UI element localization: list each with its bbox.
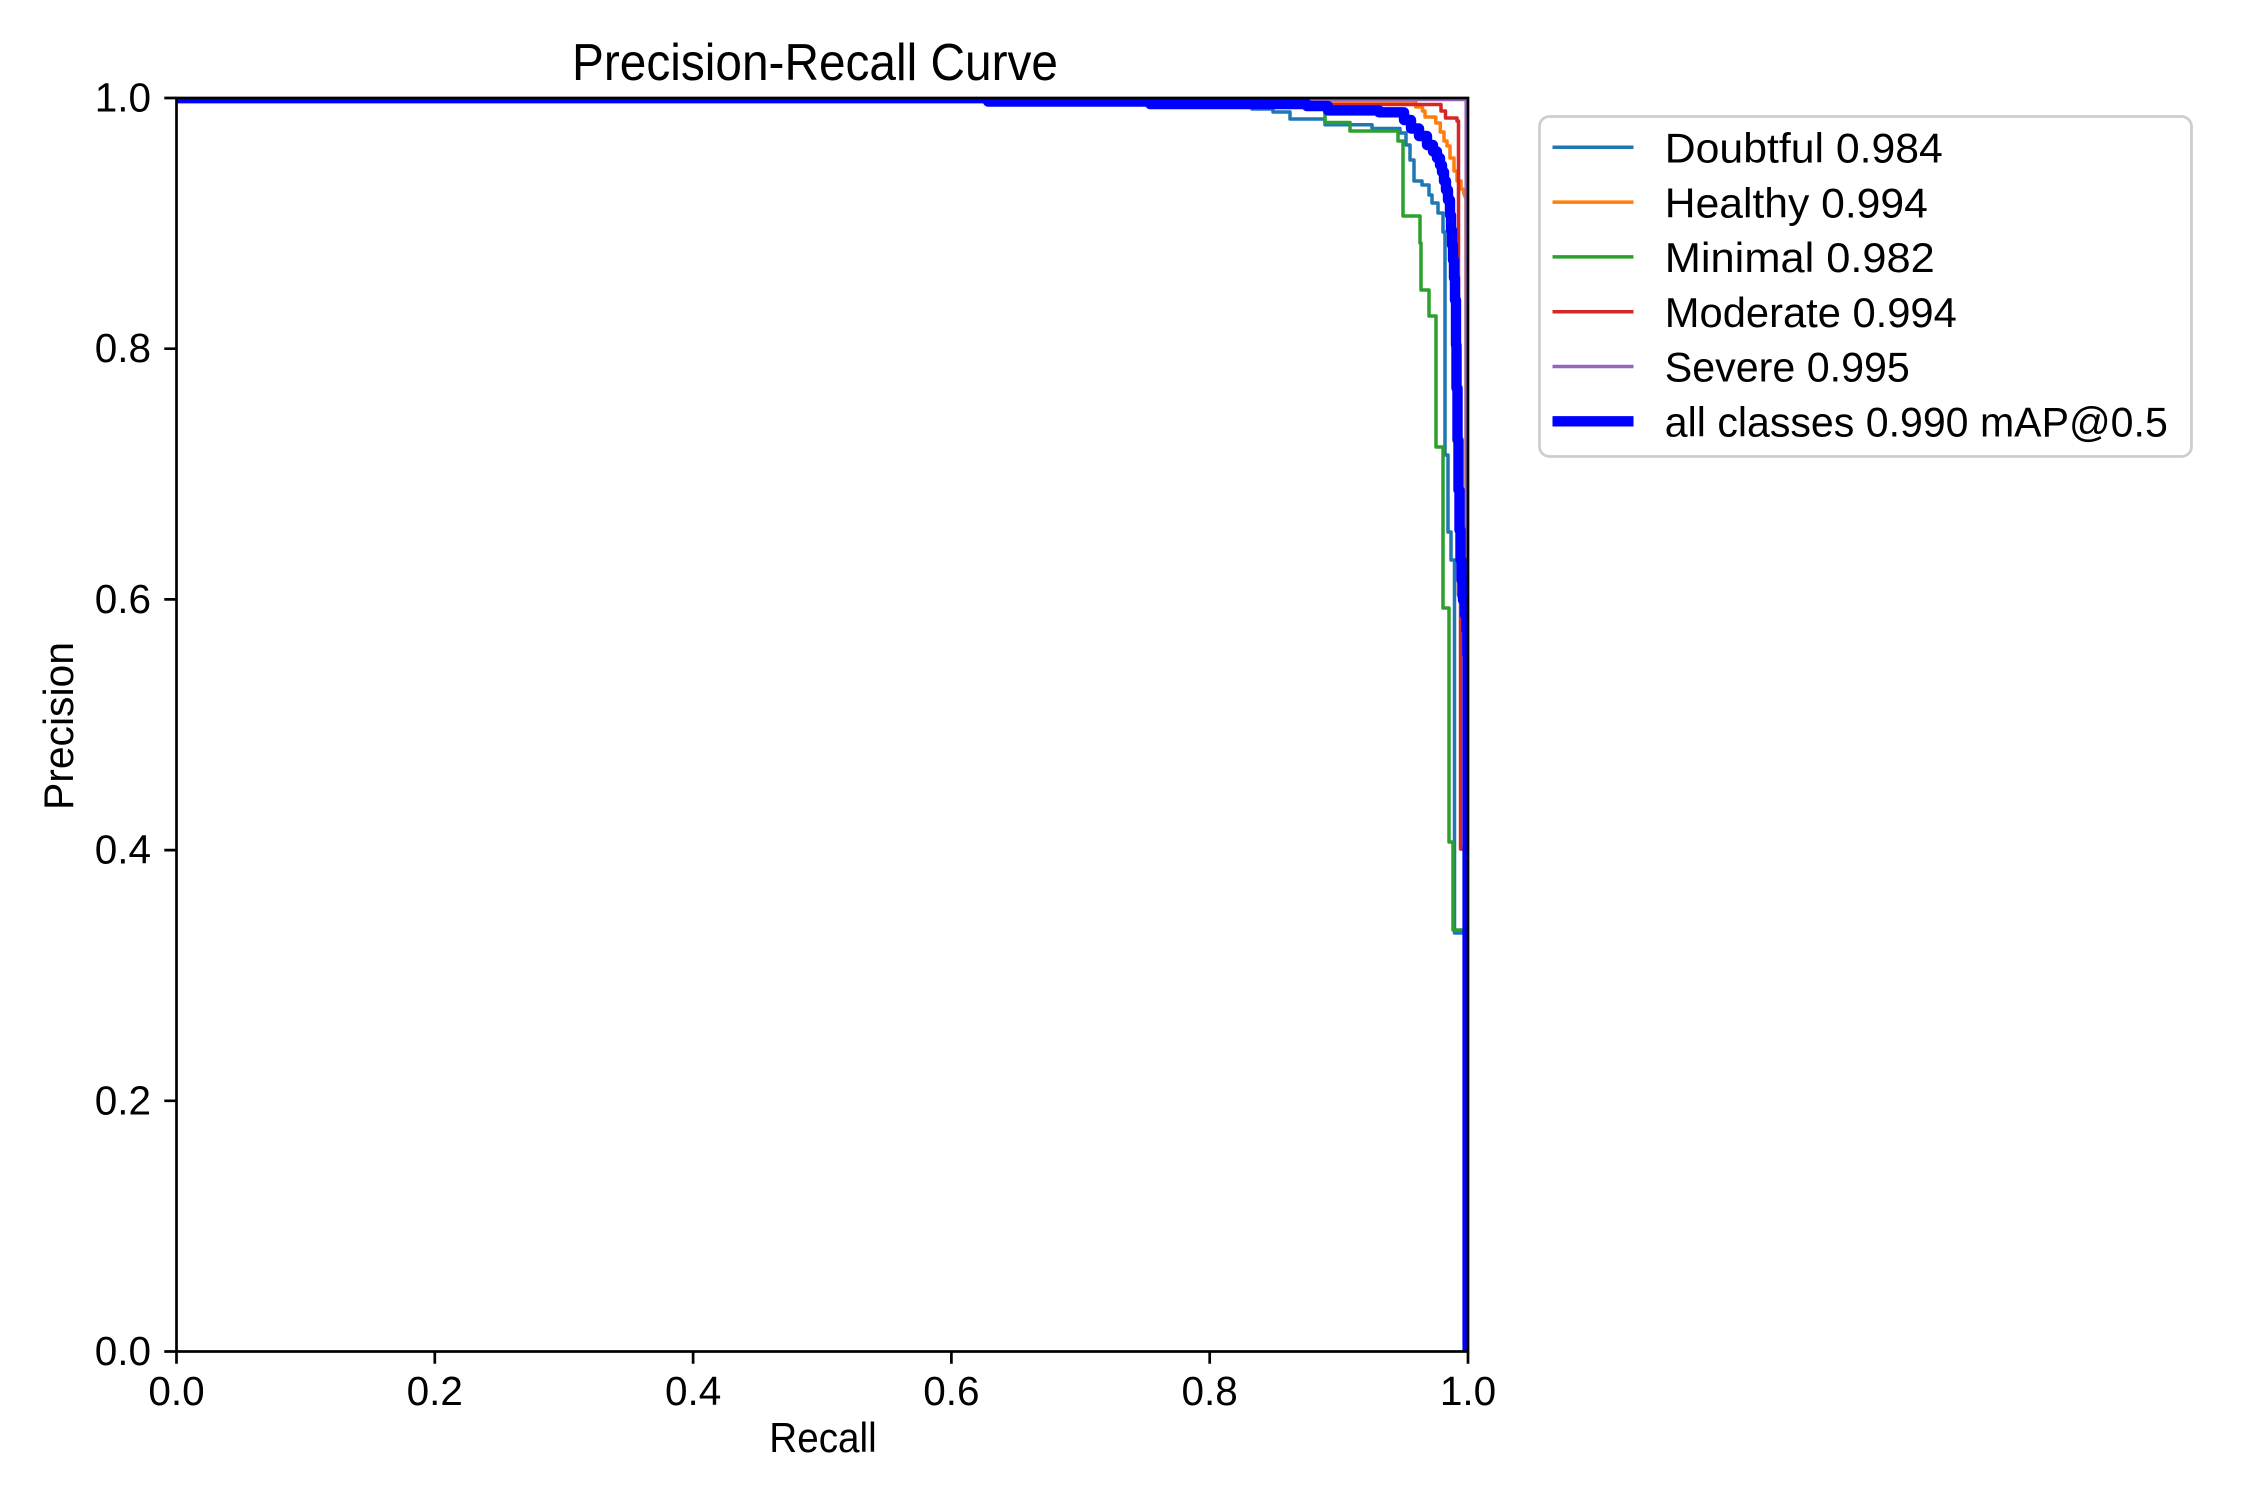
- svg-text:0.2: 0.2: [95, 1077, 151, 1123]
- svg-text:Precision-Recall Curve: Precision-Recall Curve: [572, 33, 1058, 91]
- svg-text:Healthy 0.994: Healthy 0.994: [1665, 179, 1928, 226]
- svg-text:Moderate 0.994: Moderate 0.994: [1665, 289, 1957, 336]
- svg-text:0.0: 0.0: [148, 1368, 204, 1414]
- svg-text:Recall: Recall: [769, 1414, 876, 1461]
- svg-text:0.0: 0.0: [95, 1328, 151, 1374]
- svg-text:0.6: 0.6: [923, 1368, 979, 1414]
- svg-text:0.4: 0.4: [95, 827, 151, 873]
- svg-text:Precision: Precision: [35, 642, 82, 810]
- svg-text:1.0: 1.0: [1440, 1368, 1496, 1414]
- svg-text:0.4: 0.4: [665, 1368, 721, 1414]
- svg-text:Minimal 0.982: Minimal 0.982: [1665, 234, 1935, 281]
- svg-text:0.2: 0.2: [407, 1368, 463, 1414]
- svg-text:Doubtful 0.984: Doubtful 0.984: [1665, 125, 1943, 172]
- svg-text:0.8: 0.8: [1182, 1368, 1238, 1414]
- svg-text:0.6: 0.6: [95, 576, 151, 622]
- svg-text:all classes 0.990 mAP@0.5: all classes 0.990 mAP@0.5: [1665, 399, 2168, 446]
- svg-text:1.0: 1.0: [95, 75, 151, 121]
- svg-text:0.8: 0.8: [95, 325, 151, 371]
- svg-text:Severe 0.995: Severe 0.995: [1665, 344, 1910, 391]
